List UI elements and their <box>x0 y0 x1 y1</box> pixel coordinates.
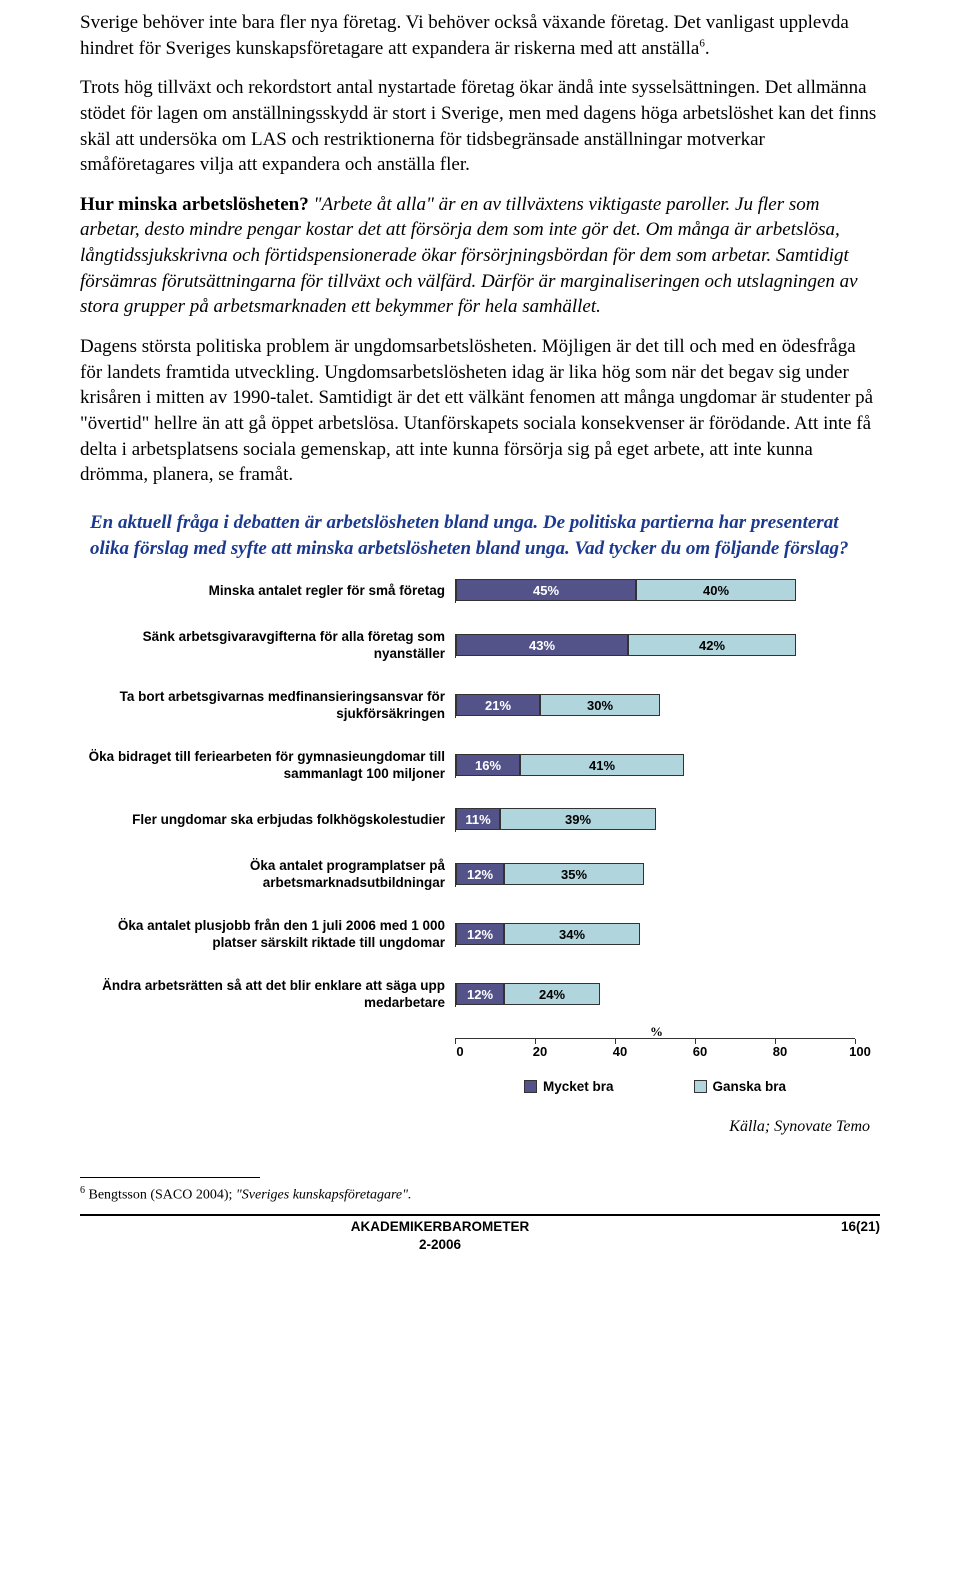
bar-segment-ganska-bra: 35% <box>504 863 644 885</box>
footnote-rule <box>80 1177 260 1178</box>
paragraph-2: Trots hög tillväxt och rekordstort antal… <box>80 75 880 178</box>
bar-track: 12%35% <box>455 863 855 887</box>
bar-track: 43%42% <box>455 634 855 658</box>
chart-row-label: Ändra arbetsrätten så att det blir enkla… <box>80 978 455 1012</box>
chart-row: Fler ungdomar ska erbjudas folkhögskoles… <box>80 808 880 832</box>
paragraph-1: Sverige behöver inte bara fler nya föret… <box>80 10 880 61</box>
paragraph-3: Hur minska arbetslösheten? "Arbete åt al… <box>80 192 880 320</box>
page-footer: AKADEMIKERBAROMETER 2-2006 16(21) <box>80 1214 880 1254</box>
bar-track: 16%41% <box>455 754 855 778</box>
bar-segment-ganska-bra: 40% <box>636 579 796 601</box>
chart-row-label: Öka antalet plusjobb från den 1 juli 200… <box>80 918 455 952</box>
x-axis: 020406080100% <box>455 1038 855 1060</box>
bar-segment-mycket-bra: 12% <box>456 863 504 885</box>
footer-center: AKADEMIKERBAROMETER 2-2006 <box>80 1218 800 1254</box>
footer-page-number: 16(21) <box>800 1218 880 1254</box>
bar-segment-mycket-bra: 11% <box>456 808 500 830</box>
bar-segment-ganska-bra: 24% <box>504 983 600 1005</box>
chart-row-label: Sänk arbetsgivaravgifterna för alla före… <box>80 629 455 663</box>
chart-row: Ändra arbetsrätten så att det blir enkla… <box>80 978 880 1012</box>
chart-row-label: Öka bidraget till feriearbeten för gymna… <box>80 749 455 783</box>
bar-track: 12%24% <box>455 983 855 1007</box>
footer-sub: 2-2006 <box>80 1236 800 1254</box>
bar-track: 21%30% <box>455 694 855 718</box>
p1-text-b: . <box>705 38 710 59</box>
document-page: Sverige behöver inte bara fler nya föret… <box>0 0 960 1274</box>
bar-track: 11%39% <box>455 808 855 832</box>
chart-row: Öka bidraget till feriearbeten för gymna… <box>80 749 880 783</box>
chart-row: Sänk arbetsgivaravgifterna för alla före… <box>80 629 880 663</box>
bar-segment-ganska-bra: 30% <box>540 694 660 716</box>
bar-chart: Minska antalet regler för små företag45%… <box>80 579 880 1096</box>
legend-item-mycket-bra: Mycket bra <box>524 1078 614 1096</box>
bar-segment-mycket-bra: 12% <box>456 983 504 1005</box>
legend-swatch-icon <box>524 1080 537 1093</box>
bar-segment-ganska-bra: 42% <box>628 634 796 656</box>
legend-label: Mycket bra <box>543 1078 614 1096</box>
bar-segment-ganska-bra: 39% <box>500 808 656 830</box>
bar-segment-ganska-bra: 34% <box>504 923 640 945</box>
chart-row-label: Öka antalet programplatser på arbetsmark… <box>80 858 455 892</box>
bar-track: 12%34% <box>455 923 855 947</box>
chart-legend: Mycket bra Ganska bra <box>455 1078 855 1096</box>
p1-text-a: Sverige behöver inte bara fler nya föret… <box>80 12 849 59</box>
axis-percent-symbol: % <box>650 1023 663 1041</box>
chart-row: Minska antalet regler för små företag45%… <box>80 579 880 603</box>
chart-row: Öka antalet programplatser på arbetsmark… <box>80 858 880 892</box>
legend-label: Ganska bra <box>713 1078 787 1096</box>
footnote-text-b: "Sveriges kunskapsföretagare". <box>236 1188 412 1203</box>
bar-segment-ganska-bra: 41% <box>520 754 684 776</box>
bar-segment-mycket-bra: 45% <box>456 579 636 601</box>
chart-row-label: Fler ungdomar ska erbjudas folkhögskoles… <box>80 812 455 829</box>
survey-question: En aktuell fråga i debatten är arbetslös… <box>80 510 880 561</box>
chart-row-label: Ta bort arbetsgivarnas medfinansieringsa… <box>80 689 455 723</box>
p3-lead: Hur minska arbetslösheten? <box>80 194 309 215</box>
paragraph-4: Dagens största politiska problem är ungd… <box>80 334 880 488</box>
chart-row: Ta bort arbetsgivarnas medfinansieringsa… <box>80 689 880 723</box>
bar-track: 45%40% <box>455 579 855 603</box>
bar-segment-mycket-bra: 16% <box>456 754 520 776</box>
bar-segment-mycket-bra: 12% <box>456 923 504 945</box>
footnote-text-a: Bengtsson (SACO 2004); <box>85 1188 236 1203</box>
bar-segment-mycket-bra: 21% <box>456 694 540 716</box>
chart-source: Källa; Synovate Temo <box>80 1116 870 1138</box>
chart-row-label: Minska antalet regler för små företag <box>80 583 455 600</box>
bar-segment-mycket-bra: 43% <box>456 634 628 656</box>
footnote-6: 6 Bengtsson (SACO 2004); "Sveriges kunsk… <box>80 1184 880 1206</box>
footer-title: AKADEMIKERBAROMETER <box>80 1218 800 1236</box>
legend-swatch-icon <box>694 1080 707 1093</box>
chart-row: Öka antalet plusjobb från den 1 juli 200… <box>80 918 880 952</box>
legend-item-ganska-bra: Ganska bra <box>694 1078 787 1096</box>
